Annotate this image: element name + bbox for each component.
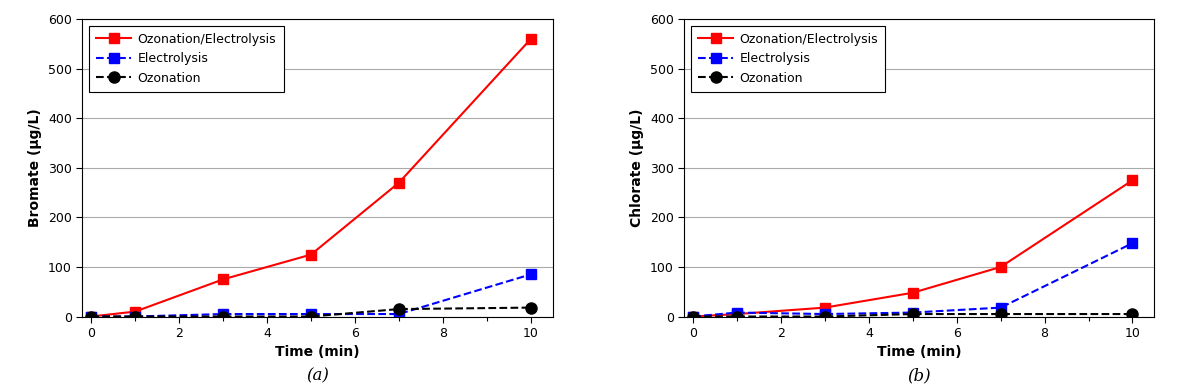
X-axis label: Time (min): Time (min) xyxy=(878,345,961,359)
Ozonation/Electrolysis xyxy=(993,265,1007,269)
Electrolysis xyxy=(906,310,920,315)
Ozonation xyxy=(216,314,230,319)
Ozonation/Electrolysis xyxy=(392,181,406,185)
Ozonation xyxy=(993,312,1007,317)
Ozonation/Electrolysis xyxy=(1125,178,1139,183)
Ozonation/Electrolysis xyxy=(818,305,832,310)
Ozonation xyxy=(523,305,537,310)
Ozonation/Electrolysis xyxy=(730,312,744,317)
Ozonation/Electrolysis xyxy=(304,252,318,257)
Line: Electrolysis: Electrolysis xyxy=(688,238,1137,322)
Ozonation xyxy=(128,314,143,319)
Electrolysis xyxy=(523,272,537,277)
Ozonation/Electrolysis xyxy=(523,37,537,41)
Ozonation/Electrolysis xyxy=(84,314,98,319)
Ozonation xyxy=(818,314,832,319)
Electrolysis xyxy=(730,310,744,315)
Electrolysis xyxy=(1125,241,1139,245)
Line: Ozonation: Ozonation xyxy=(86,302,536,322)
Electrolysis xyxy=(84,314,98,319)
Ozonation/Electrolysis xyxy=(216,277,230,282)
Electrolysis xyxy=(392,312,406,317)
Ozonation/Electrolysis xyxy=(128,309,143,314)
Ozonation xyxy=(84,314,98,319)
Electrolysis xyxy=(818,312,832,317)
Line: Ozonation: Ozonation xyxy=(688,308,1138,322)
Legend: Ozonation/Electrolysis, Electrolysis, Ozonation: Ozonation/Electrolysis, Electrolysis, Oz… xyxy=(88,25,284,92)
Ozonation xyxy=(1125,312,1139,317)
Y-axis label: Bromate (μg/L): Bromate (μg/L) xyxy=(28,108,42,227)
Y-axis label: Chlorate (μg/L): Chlorate (μg/L) xyxy=(630,109,644,227)
Electrolysis xyxy=(304,312,318,317)
Line: Ozonation/Electrolysis: Ozonation/Electrolysis xyxy=(86,34,536,322)
Ozonation xyxy=(906,312,920,317)
Line: Ozonation/Electrolysis: Ozonation/Electrolysis xyxy=(688,175,1137,322)
Ozonation xyxy=(686,314,700,319)
Ozonation/Electrolysis xyxy=(906,290,920,295)
X-axis label: Time (min): Time (min) xyxy=(276,345,359,359)
Text: (a): (a) xyxy=(306,367,329,384)
Electrolysis xyxy=(128,314,143,319)
Ozonation xyxy=(730,314,744,319)
Line: Electrolysis: Electrolysis xyxy=(86,269,536,322)
Ozonation xyxy=(392,307,406,312)
Text: (b): (b) xyxy=(907,367,931,384)
Legend: Ozonation/Electrolysis, Electrolysis, Ozonation: Ozonation/Electrolysis, Electrolysis, Oz… xyxy=(690,25,886,92)
Electrolysis xyxy=(216,312,230,317)
Ozonation/Electrolysis xyxy=(686,314,700,319)
Ozonation xyxy=(304,314,318,319)
Electrolysis xyxy=(993,305,1007,310)
Electrolysis xyxy=(686,314,700,319)
